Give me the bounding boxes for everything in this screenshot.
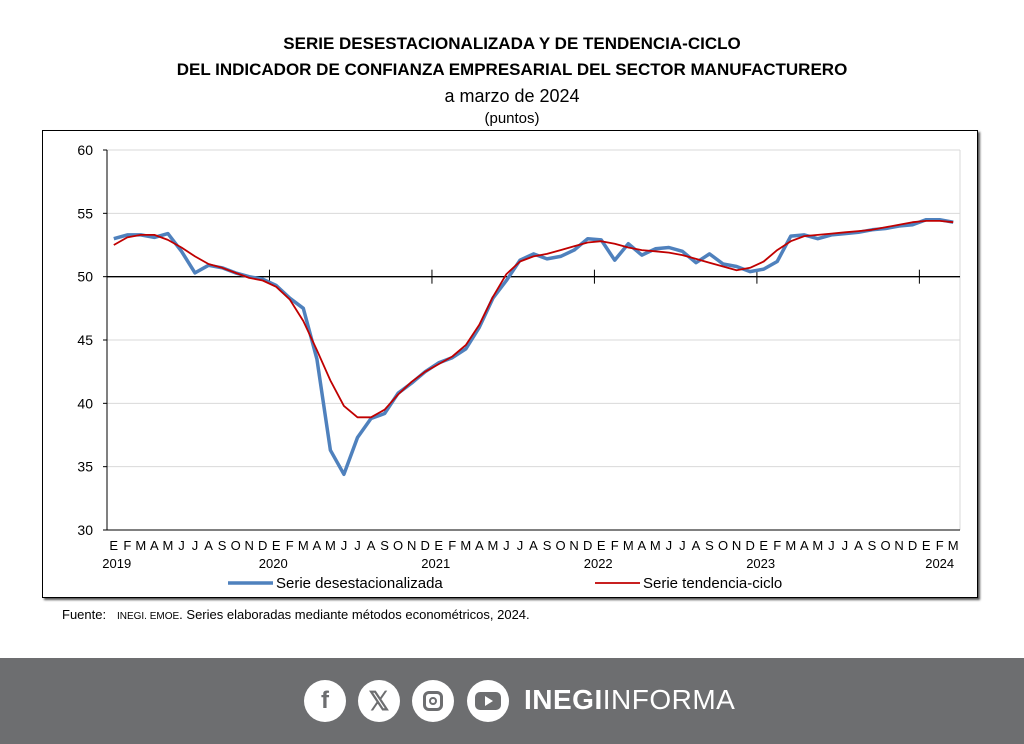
month-label: A bbox=[313, 538, 322, 553]
month-label: O bbox=[231, 538, 241, 553]
instagram-icon[interactable] bbox=[412, 680, 454, 722]
month-label: E bbox=[759, 538, 768, 553]
month-label: N bbox=[407, 538, 416, 553]
month-label: M bbox=[135, 538, 146, 553]
month-label: J bbox=[192, 538, 199, 553]
month-label: A bbox=[854, 538, 863, 553]
month-label: M bbox=[812, 538, 823, 553]
month-label: J bbox=[666, 538, 673, 553]
month-label: J bbox=[679, 538, 686, 553]
month-label: D bbox=[583, 538, 592, 553]
month-label: A bbox=[475, 538, 484, 553]
month-label: F bbox=[611, 538, 619, 553]
month-label: A bbox=[637, 538, 646, 553]
legend-label: Serie tendencia-ciclo bbox=[643, 575, 782, 592]
month-label: M bbox=[325, 538, 336, 553]
youtube-icon[interactable] bbox=[467, 680, 509, 722]
x-icon[interactable]: 𝕏 bbox=[358, 680, 400, 722]
month-label: D bbox=[745, 538, 754, 553]
month-label: N bbox=[894, 538, 903, 553]
y-tick-label: 55 bbox=[77, 205, 93, 221]
chart-unit: (puntos) bbox=[484, 110, 540, 127]
month-label: S bbox=[543, 538, 552, 553]
month-label: F bbox=[448, 538, 456, 553]
chart-frame bbox=[42, 130, 978, 598]
month-label: S bbox=[380, 538, 389, 553]
month-label: A bbox=[529, 538, 538, 553]
month-label: F bbox=[286, 538, 294, 553]
month-label: O bbox=[718, 538, 728, 553]
month-label: J bbox=[842, 538, 849, 553]
y-tick-label: 35 bbox=[77, 459, 93, 475]
y-tick-label: 40 bbox=[77, 395, 93, 411]
month-label: M bbox=[487, 538, 498, 553]
y-tick-label: 30 bbox=[77, 522, 93, 538]
month-label: N bbox=[244, 538, 253, 553]
month-label: M bbox=[460, 538, 471, 553]
year-label: 2022 bbox=[584, 556, 613, 571]
month-label: F bbox=[936, 538, 944, 553]
month-label: J bbox=[354, 538, 361, 553]
month-label: M bbox=[623, 538, 634, 553]
month-label: J bbox=[828, 538, 835, 553]
year-label: 2020 bbox=[259, 556, 288, 571]
month-label: S bbox=[218, 538, 227, 553]
month-label: F bbox=[773, 538, 781, 553]
month-label: A bbox=[204, 538, 213, 553]
month-label: S bbox=[868, 538, 877, 553]
month-label: J bbox=[341, 538, 348, 553]
series-line-tendencia-ciclo bbox=[113, 219, 954, 419]
source-text: . Series elaboradas mediante métodos eco… bbox=[179, 607, 530, 622]
chart-subtitle: a marzo de 2024 bbox=[444, 86, 580, 106]
month-label: M bbox=[650, 538, 661, 553]
year-label: 2019 bbox=[102, 556, 131, 571]
month-label: N bbox=[732, 538, 741, 553]
y-tick-label: 45 bbox=[77, 332, 93, 348]
source-org: INEGI. EMOE bbox=[116, 611, 180, 622]
footer-bar: f 𝕏 INEGIINFORMA bbox=[0, 658, 1024, 744]
month-label: M bbox=[298, 538, 309, 553]
month-label: O bbox=[556, 538, 566, 553]
y-tick-label: 60 bbox=[77, 142, 93, 158]
month-label: S bbox=[705, 538, 714, 553]
month-label: D bbox=[908, 538, 917, 553]
year-label: 2023 bbox=[746, 556, 775, 571]
month-label: M bbox=[948, 538, 959, 553]
month-label: D bbox=[258, 538, 267, 553]
series-line-desestacionalizada bbox=[113, 217, 954, 477]
month-label: M bbox=[785, 538, 796, 553]
legend-label: Serie desestacionalizada bbox=[276, 575, 443, 592]
month-label: F bbox=[123, 538, 131, 553]
month-label: E bbox=[922, 538, 931, 553]
month-label: A bbox=[692, 538, 701, 553]
source-note: Fuente: INEGI. EMOE. Series elaboradas m… bbox=[62, 607, 530, 622]
month-label: E bbox=[109, 538, 118, 553]
brand-logo: INEGIINFORMA bbox=[524, 684, 736, 715]
chart-title-line1: SERIE DESESTACIONALIZADA Y DE TENDENCIA-… bbox=[283, 34, 741, 53]
month-label: E bbox=[434, 538, 443, 553]
chart-title-line2: DEL INDICADOR DE CONFIANZA EMPRESARIAL D… bbox=[176, 60, 848, 79]
month-label: D bbox=[420, 538, 429, 553]
month-label: O bbox=[393, 538, 403, 553]
y-tick-label: 50 bbox=[77, 269, 93, 285]
month-label: E bbox=[272, 538, 281, 553]
month-label: J bbox=[517, 538, 524, 553]
month-label: J bbox=[503, 538, 510, 553]
year-label: 2024 bbox=[925, 556, 954, 571]
month-label: J bbox=[178, 538, 185, 553]
month-label: E bbox=[597, 538, 606, 553]
month-label: O bbox=[880, 538, 890, 553]
month-label: A bbox=[800, 538, 809, 553]
month-label: A bbox=[367, 538, 376, 553]
year-label: 2021 bbox=[421, 556, 450, 571]
month-label: M bbox=[163, 538, 174, 553]
source-label: Fuente: bbox=[62, 607, 107, 622]
facebook-icon[interactable]: f bbox=[304, 680, 346, 722]
month-label: N bbox=[569, 538, 578, 553]
month-label: A bbox=[150, 538, 159, 553]
